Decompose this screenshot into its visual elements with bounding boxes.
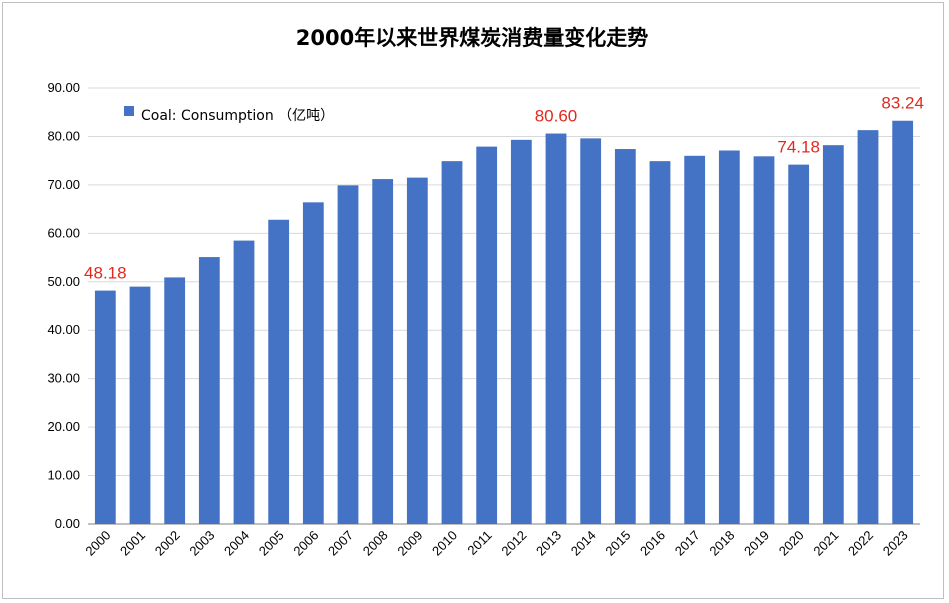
bar — [372, 179, 394, 524]
y-axis-ticks: 0.00 10.00 20.00 30.00 40.00 50.00 60.00 70.00 8… — [47, 80, 80, 531]
y-tick-label: 70.00 — [47, 177, 80, 192]
y-tick-label: 10.00 — [47, 468, 80, 483]
y-tick-label: 80.00 — [47, 128, 80, 143]
x-tick-label: 2015 — [602, 528, 633, 559]
y-tick-label: 0.00 — [55, 516, 80, 531]
x-tick-label: 2009 — [394, 528, 425, 559]
bars — [94, 120, 914, 525]
bar — [614, 149, 636, 525]
x-tick-label: 2023 — [880, 528, 911, 559]
data-label: 80.60 — [535, 107, 578, 126]
y-tick-label: 90.00 — [47, 80, 80, 95]
x-tick-label: 2005 — [256, 528, 287, 559]
bar — [476, 146, 498, 524]
chart-title: 2000年以来世界煤炭消费量变化走势 — [296, 26, 648, 50]
data-label: 74.18 — [777, 138, 820, 157]
x-tick-label: 2011 — [464, 528, 494, 558]
bar — [857, 130, 879, 524]
bar — [892, 120, 914, 524]
legend: Coal: Consumption （亿吨） — [124, 106, 334, 124]
x-tick-label: 2004 — [221, 528, 252, 559]
bar — [406, 177, 428, 524]
legend-swatch — [124, 106, 134, 116]
bar — [718, 150, 740, 524]
x-tick-label: 2021 — [810, 528, 841, 559]
y-tick-label: 50.00 — [47, 274, 80, 289]
bar — [441, 161, 463, 524]
y-tick-label: 40.00 — [47, 322, 80, 337]
bar — [268, 219, 290, 524]
bar — [684, 155, 706, 525]
data-annotations: 48.18 80.60 74.18 83.24 — [84, 94, 924, 283]
bar — [302, 202, 324, 524]
bar — [337, 185, 359, 524]
legend-label: Coal: Consumption （亿吨） — [141, 108, 334, 124]
bar — [822, 145, 844, 525]
y-tick-label: 30.00 — [47, 371, 80, 386]
x-tick-label: 2012 — [498, 528, 529, 559]
x-tick-label: 2018 — [706, 528, 737, 559]
x-tick-label: 2016 — [637, 528, 668, 559]
data-label: 48.18 — [84, 264, 127, 283]
bar — [753, 156, 775, 524]
x-tick-label: 2014 — [568, 528, 599, 559]
data-label: 83.24 — [881, 94, 924, 113]
bar — [545, 133, 567, 524]
x-tick-label: 2008 — [360, 528, 391, 559]
x-tick-label: 2003 — [186, 528, 217, 559]
x-tick-label: 2010 — [429, 528, 460, 559]
bar — [164, 277, 186, 524]
x-tick-label: 2020 — [776, 528, 807, 559]
x-tick-label: 2013 — [533, 528, 564, 559]
bar — [510, 139, 532, 524]
bar — [649, 161, 671, 524]
y-tick-label: 60.00 — [47, 225, 80, 240]
x-tick-label: 2000 — [82, 528, 113, 559]
x-tick-label: 2019 — [741, 528, 772, 559]
x-tick-label: 2002 — [152, 528, 183, 559]
bar — [233, 240, 255, 524]
bar — [580, 138, 602, 525]
gridlines — [88, 87, 920, 525]
bar — [129, 286, 151, 524]
x-tick-label: 2022 — [845, 528, 876, 559]
bar — [788, 164, 810, 525]
x-tick-label: 2006 — [290, 528, 321, 559]
x-tick-label: 2017 — [672, 528, 703, 559]
bar — [94, 290, 116, 524]
x-tick-label: 2001 — [117, 528, 148, 559]
y-tick-label: 20.00 — [47, 419, 80, 434]
bar — [198, 257, 220, 524]
x-tick-label: 2007 — [325, 528, 356, 559]
x-axis-ticks: 2000 2001 2002 2003 2004 2005 2006 2007 2008 2009… — [82, 528, 910, 559]
